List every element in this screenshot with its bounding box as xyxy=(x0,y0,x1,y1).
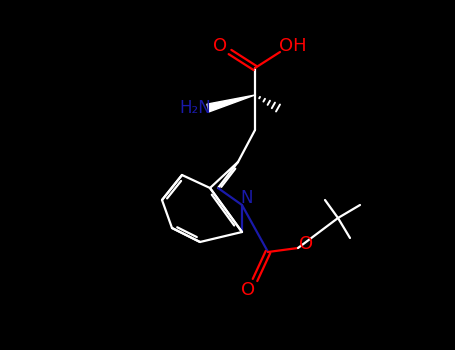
Text: O: O xyxy=(241,281,255,299)
Polygon shape xyxy=(207,95,255,112)
Text: N: N xyxy=(241,189,253,207)
Text: O: O xyxy=(299,235,313,253)
Text: OH: OH xyxy=(279,37,307,55)
Text: H₂N: H₂N xyxy=(179,99,211,117)
Text: O: O xyxy=(213,37,227,55)
